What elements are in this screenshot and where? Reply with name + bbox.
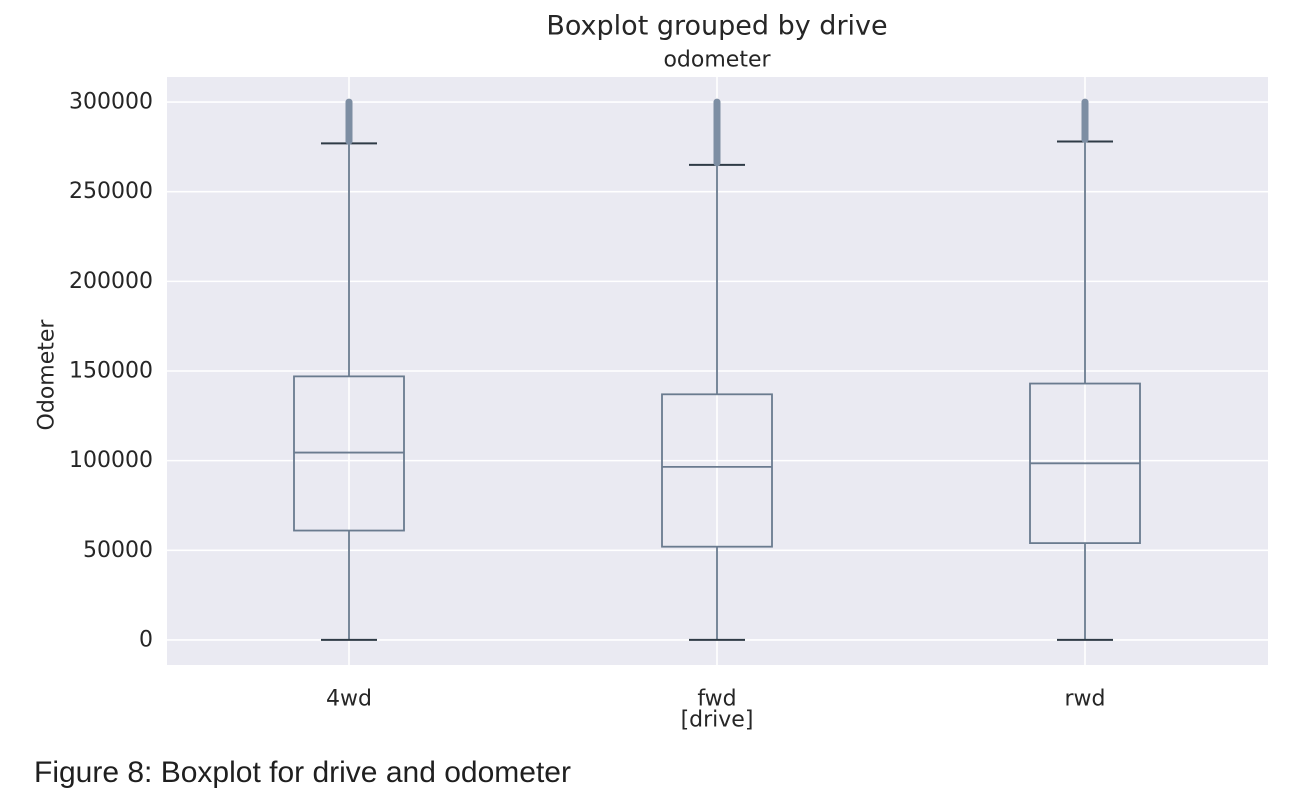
y-tick-label: 200000 [69, 269, 153, 294]
y-tick-label: 250000 [69, 179, 153, 204]
box-4wd [293, 98, 405, 641]
chart-title: Boxplot grouped by drive [546, 11, 887, 42]
boxplot-chart: 0 50000 100000 150000 200000 250000 300000 4wd… [35, 11, 1268, 733]
y-axis-label: Odometer [35, 319, 60, 431]
box-rwd [1029, 98, 1141, 641]
y-tick-label: 100000 [69, 448, 153, 473]
x-tick-labels: 4wd fwd rwd [326, 687, 1105, 712]
x-axis-label: [drive] [681, 708, 754, 733]
y-tick-label: 300000 [69, 90, 153, 115]
iqr-box [661, 393, 773, 548]
box-fwd [661, 98, 773, 641]
figure-caption: Figure 8: Boxplot for drive and odometer [34, 756, 571, 789]
x-tick-label: fwd [697, 687, 736, 712]
y-tick-label: 0 [139, 627, 153, 652]
y-tick-label: 50000 [83, 538, 153, 563]
chart-subtitle: odometer [663, 48, 771, 73]
y-tick-label: 150000 [69, 359, 153, 384]
x-tick-label: rwd [1064, 687, 1105, 712]
boxes [293, 98, 1141, 641]
y-tick-labels: 0 50000 100000 150000 200000 250000 300000 [69, 90, 153, 653]
x-tick-label: 4wd [326, 687, 372, 712]
